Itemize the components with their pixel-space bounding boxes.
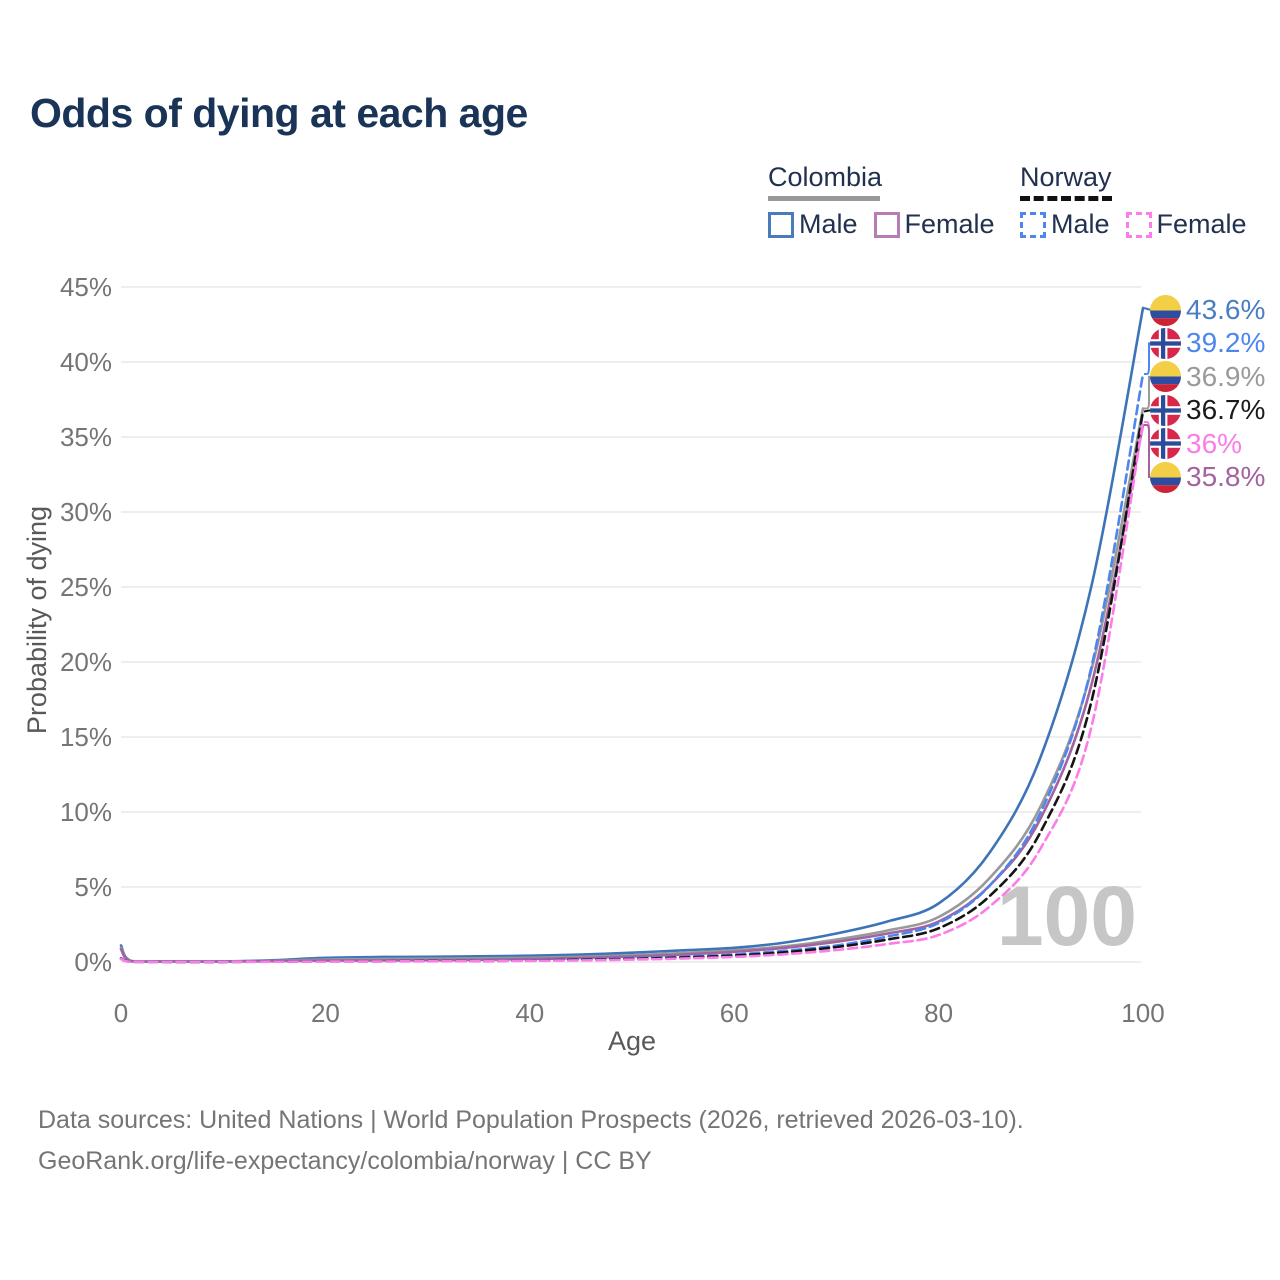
svg-text:45%: 45%: [60, 272, 112, 302]
series-norway-male: [119, 372, 1145, 964]
end-label-colombia-total: 36.9%: [1150, 360, 1265, 394]
series-lines: [119, 306, 1145, 964]
end-label-value: 36%: [1186, 427, 1243, 459]
data-sources-text: Data sources: United Nations | World Pop…: [38, 1106, 1024, 1134]
end-label-value: 36.7%: [1186, 394, 1266, 426]
norway-female-swatch-icon[interactable]: [1125, 211, 1152, 238]
y-axis-tick-labels: 0% 5% 10% 15% 20% 25% 30% 35% 40% 45%: [60, 272, 112, 977]
x-axis-tick-labels: 0 20 40 60 80 100: [114, 998, 1165, 1028]
leader-lines: [1143, 307, 1153, 478]
legend-header-norway: Norway: [1020, 162, 1112, 192]
legend-group-norway: Norway Male Female: [1020, 162, 1263, 240]
end-label-value: 39.2%: [1186, 327, 1266, 359]
norway-flag-icon: [1150, 428, 1181, 460]
legend-header-colombia: Colombia: [768, 162, 883, 192]
series-norway-female: [119, 420, 1145, 964]
svg-text:20: 20: [311, 998, 340, 1028]
legend-row-colombia: Male Female: [768, 209, 1011, 240]
legend-row-norway: Male Female: [1020, 209, 1263, 240]
svg-text:20%: 20%: [60, 647, 112, 677]
legend-label-colombia-female[interactable]: Female: [904, 209, 995, 239]
x-axis-title: Age: [608, 1026, 656, 1056]
end-label-value: 43.6%: [1186, 294, 1266, 325]
attribution-text: GeoRank.org/life-expectancy/colombia/nor…: [38, 1147, 652, 1175]
end-label-value: 36.9%: [1186, 360, 1266, 392]
colombia-solid-line-swatch: [768, 196, 880, 201]
colombia-flag-icon: [1150, 361, 1181, 393]
colombia-flag-icon: [1150, 294, 1181, 326]
end-label-norway-male: 39.2%: [1150, 326, 1265, 360]
gridlines: [121, 286, 1141, 963]
svg-text:80: 80: [924, 998, 953, 1028]
legend-label-norway-male[interactable]: Male: [1051, 209, 1110, 239]
legend-label-norway-female[interactable]: Female: [1156, 209, 1247, 239]
svg-text:100: 100: [1121, 998, 1164, 1028]
end-label-norway-total: 36.7%: [1150, 393, 1265, 427]
legend-group-colombia: Colombia Male Female: [768, 162, 1011, 240]
end-label-colombia-female: 35.8%: [1150, 460, 1265, 494]
legend-label-colombia-male[interactable]: Male: [799, 209, 858, 239]
svg-text:40%: 40%: [60, 347, 112, 377]
norway-dashed-line-swatch: [1020, 196, 1112, 201]
svg-text:30%: 30%: [60, 497, 112, 527]
svg-text:10%: 10%: [60, 797, 112, 827]
svg-text:35%: 35%: [60, 422, 112, 452]
series-colombia-total: [119, 407, 1145, 963]
norway-flag-icon: [1150, 394, 1181, 426]
svg-text:25%: 25%: [60, 572, 112, 602]
svg-text:60: 60: [720, 998, 749, 1028]
norway-male-swatch-icon[interactable]: [1020, 211, 1046, 238]
norway-flag-icon: [1150, 327, 1181, 359]
svg-text:40: 40: [515, 998, 544, 1028]
end-label-colombia-male: 43.6%: [1150, 293, 1265, 327]
svg-text:15%: 15%: [60, 722, 112, 752]
colombia-male-swatch-icon[interactable]: [768, 211, 794, 238]
svg-text:0%: 0%: [74, 947, 112, 977]
watermark-age-100: 100: [997, 869, 1137, 963]
colombia-female-swatch-icon[interactable]: [873, 211, 900, 238]
end-label-value: 35.8%: [1186, 461, 1266, 492]
svg-text:5%: 5%: [74, 872, 112, 902]
series-colombia-male: [119, 306, 1145, 963]
end-label-norway-female: 36%: [1150, 427, 1242, 461]
series-colombia-female: [119, 423, 1145, 963]
y-axis-title: Probability of dying: [22, 506, 52, 734]
colombia-flag-icon: [1150, 461, 1181, 493]
page-title: Odds of dying at each age: [30, 90, 528, 136]
svg-text:0: 0: [114, 998, 128, 1028]
